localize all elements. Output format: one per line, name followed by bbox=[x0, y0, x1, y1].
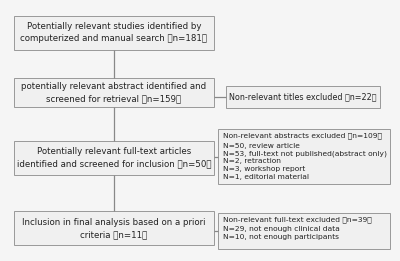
Text: N=1, editorial material: N=1, editorial material bbox=[223, 174, 309, 180]
Text: potentially relevant abstract identified and
screened for retrieval （n=159）: potentially relevant abstract identified… bbox=[22, 82, 206, 103]
Text: N=2, retraction: N=2, retraction bbox=[223, 158, 281, 164]
Text: Potentially relevant studies identified by
computerized and manual search （n=181: Potentially relevant studies identified … bbox=[20, 22, 208, 43]
FancyBboxPatch shape bbox=[14, 16, 214, 50]
Text: Inclusion in final analysis based on a priori
criteria （n=11）: Inclusion in final analysis based on a p… bbox=[22, 218, 206, 239]
Text: N=3, workshop report: N=3, workshop report bbox=[223, 166, 305, 172]
Text: Non-relevant abstracts excluded （n=109）: Non-relevant abstracts excluded （n=109） bbox=[223, 133, 382, 139]
FancyBboxPatch shape bbox=[14, 141, 214, 175]
FancyBboxPatch shape bbox=[14, 211, 214, 245]
Text: N=50, review article: N=50, review article bbox=[223, 143, 300, 149]
Text: Non-relevant full-text excluded （n=39）: Non-relevant full-text excluded （n=39） bbox=[223, 216, 372, 223]
Text: Non-relevant titles excluded （n=22）: Non-relevant titles excluded （n=22） bbox=[229, 93, 377, 102]
FancyBboxPatch shape bbox=[14, 78, 214, 107]
FancyBboxPatch shape bbox=[218, 213, 390, 249]
Text: Potentially relevant full-text articles
identified and screened for inclusion （n: Potentially relevant full-text articles … bbox=[17, 147, 211, 169]
Text: N=10, not enough participants: N=10, not enough participants bbox=[223, 234, 339, 240]
FancyBboxPatch shape bbox=[226, 86, 380, 108]
FancyBboxPatch shape bbox=[218, 129, 390, 184]
Text: N=53, full-text not published(abstract only): N=53, full-text not published(abstract o… bbox=[223, 150, 387, 157]
Text: N=29, not enough clinical data: N=29, not enough clinical data bbox=[223, 226, 340, 232]
